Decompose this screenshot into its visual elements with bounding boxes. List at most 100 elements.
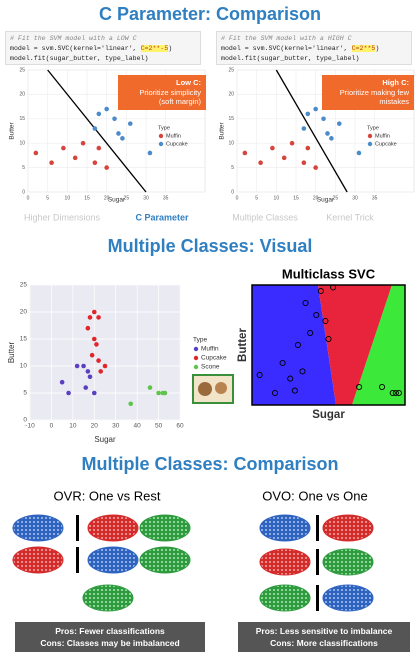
pros: Pros: Fewer classifications xyxy=(55,626,165,636)
point xyxy=(94,342,99,347)
code-comment: # Fit the SVM model with a HIGH C xyxy=(221,35,352,42)
code-block: # Fit the SVM model with a LOW C model =… xyxy=(5,31,201,65)
y-tick-label: 0 xyxy=(23,417,27,424)
subtitle: OVR: One vs Rest xyxy=(54,488,161,503)
point xyxy=(147,385,153,390)
annotation-text: Prioritize simplicity xyxy=(139,87,201,97)
legend-label: Scone xyxy=(201,364,220,371)
annotation-heading: Low C: xyxy=(176,78,201,87)
y-tick-label: 5 xyxy=(231,165,234,171)
cons: Cons: More classifications xyxy=(270,638,378,648)
legend-swatch xyxy=(193,355,199,361)
y-tick-label: 10 xyxy=(19,141,25,147)
point xyxy=(74,363,80,369)
point xyxy=(96,358,101,363)
point xyxy=(92,160,98,166)
point xyxy=(307,329,314,337)
nav-item: Multiple Classes xyxy=(232,212,298,222)
point xyxy=(85,325,91,331)
legend-swatch xyxy=(158,133,164,139)
class-group xyxy=(259,548,311,576)
x-tick-label: 60 xyxy=(176,423,184,430)
x-tick-label: 15 xyxy=(84,195,90,201)
x-tick-label: 25 xyxy=(333,195,339,201)
point xyxy=(281,155,287,161)
y-tick-label: 15 xyxy=(19,116,25,122)
region xyxy=(252,285,336,405)
legend-label: Cupcake xyxy=(375,141,397,147)
point xyxy=(305,145,311,151)
y-tick-label: 5 xyxy=(23,390,27,397)
separator xyxy=(316,515,319,541)
annotation-heading: High C: xyxy=(382,78,409,87)
x-tick-label: 25 xyxy=(124,195,130,201)
muffin-photo xyxy=(198,382,212,396)
point xyxy=(313,311,320,319)
code: ) xyxy=(375,45,380,52)
legend-swatch xyxy=(193,346,199,352)
annotation-text: Prioritize making few xyxy=(339,87,409,97)
class-group xyxy=(12,546,64,574)
point xyxy=(104,106,109,112)
x-tick-label: 35 xyxy=(372,195,378,201)
y-tick-label: 15 xyxy=(20,336,28,343)
nav-item: C Parameter xyxy=(135,212,189,222)
point xyxy=(89,352,95,358)
point xyxy=(356,383,363,391)
x-tick-label: 50 xyxy=(155,423,163,430)
x-tick-label: 40 xyxy=(134,423,142,430)
class-group xyxy=(87,546,139,574)
point xyxy=(356,150,362,156)
point xyxy=(96,145,102,151)
x-tick-label: 0 xyxy=(27,195,30,201)
plot-frame xyxy=(251,284,406,406)
x-tick-label: 20 xyxy=(91,423,99,430)
point xyxy=(98,369,104,374)
point xyxy=(147,150,153,156)
separator xyxy=(316,549,319,575)
point xyxy=(120,136,125,141)
decision-boundary xyxy=(47,69,147,193)
pros-cons: Pros: Fewer classifications Cons: Classes… xyxy=(15,622,205,652)
legend-swatch xyxy=(367,133,373,139)
point xyxy=(104,165,109,170)
x-tick-label: 10 xyxy=(65,195,71,201)
point xyxy=(313,165,318,170)
point xyxy=(329,136,334,141)
nav-item: Kernel Trick xyxy=(326,212,374,222)
x-axis-label: Sugar xyxy=(312,409,345,421)
x-axis-label: Sugar xyxy=(94,435,116,444)
point xyxy=(301,126,307,131)
annotation: Low C: Prioritize simplicity (soft margin) xyxy=(118,75,206,110)
legend-title: Type xyxy=(367,125,379,131)
point xyxy=(322,317,329,325)
point xyxy=(85,369,91,374)
legend-title: Type xyxy=(158,125,170,131)
point xyxy=(116,131,121,136)
legend-label: Muffin xyxy=(375,133,390,139)
y-tick-label: 20 xyxy=(19,92,25,98)
point xyxy=(156,390,161,396)
point xyxy=(33,150,39,156)
legend-label: Cupcake xyxy=(166,141,188,147)
section-title: Multiple Classes: Visual xyxy=(108,236,313,256)
point xyxy=(378,383,386,391)
y-tick-label: 0 xyxy=(231,189,234,195)
y-tick-label: 5 xyxy=(22,165,25,171)
y-tick-label: 20 xyxy=(228,92,234,98)
separator xyxy=(76,515,79,541)
x-tick-label: -10 xyxy=(25,423,35,430)
x-tick-label: 10 xyxy=(69,423,77,430)
legend-label: Muffin xyxy=(201,346,219,353)
point xyxy=(92,126,98,131)
x-tick-label: 20 xyxy=(313,195,319,201)
point xyxy=(336,121,342,126)
point xyxy=(313,106,318,112)
annotation-text: mistakes xyxy=(379,97,409,106)
section-title: C Parameter: Comparison xyxy=(99,4,321,24)
class-group xyxy=(139,546,191,574)
pros: Pros: Less sensitive to imbalance xyxy=(255,626,393,636)
point xyxy=(112,116,117,122)
region xyxy=(318,285,392,405)
